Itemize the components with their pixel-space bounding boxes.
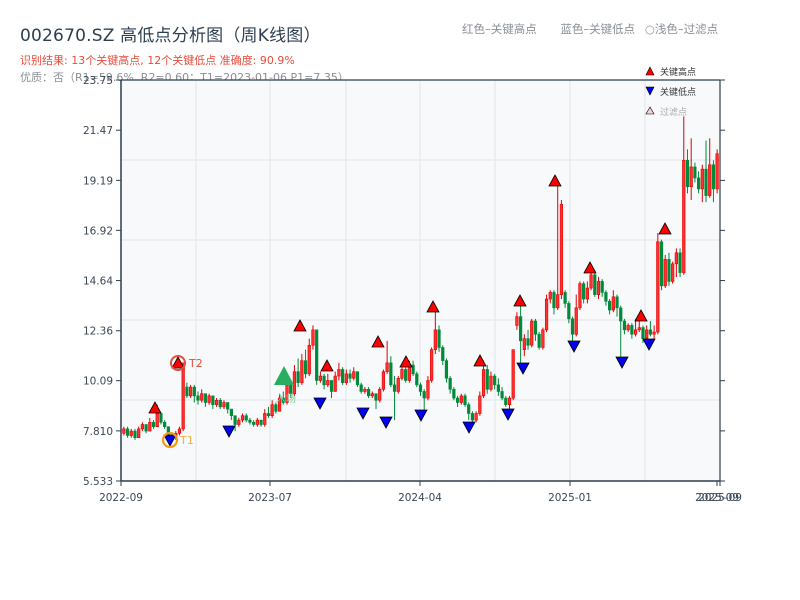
key-low-marker-icon — [516, 362, 530, 375]
key-high-marker-icon — [658, 222, 672, 235]
x-tick-label: 2023-07 — [248, 492, 292, 504]
y-tick-label: 21.47 — [83, 125, 113, 137]
y-tick-label: 23.75 — [83, 75, 113, 87]
legend-filtered-icon — [645, 106, 655, 115]
x-tick-label: 2025-09 — [695, 492, 739, 504]
x-axis-ticks: 2022-09 2023-07 2024-04 2025-01 2025-092025-… — [99, 481, 742, 504]
key-low-marker-icon — [163, 434, 177, 447]
key-high-marker-icon — [171, 356, 185, 369]
legend-low-icon — [645, 86, 655, 96]
legend: 关键高点 关键低点 过滤点 — [645, 66, 696, 118]
entry-label: 入场 — [276, 392, 296, 405]
t1-label: T1 — [179, 434, 194, 447]
top-legend-red: 红色–关键高点 — [462, 22, 537, 36]
y-axis-ticks: 5.533 7.810 10.09 12.36 14.64 16.92 19.19 21.47… — [83, 75, 725, 488]
legend-filtered-label: 过滤点 — [660, 106, 687, 118]
legend-low-label: 关键低点 — [660, 86, 696, 98]
legend-high-label: 关键高点 — [660, 66, 696, 78]
special-annotations: T2 T1 入场 — [161, 355, 296, 449]
x-tick-label: 2024-04 — [398, 492, 442, 504]
grid-lines — [121, 80, 720, 481]
key-high-marker-icon — [371, 335, 385, 348]
entry-triangle-icon — [274, 366, 294, 385]
key-low-marker-icon — [356, 407, 370, 420]
x-tick-label: 2025-01 — [548, 492, 592, 504]
key-low-marker-icon — [462, 421, 476, 434]
y-tick-label: 10.09 — [83, 376, 113, 388]
y-tick-label: 5.533 — [83, 476, 113, 488]
key-low-marker-icon — [222, 425, 236, 438]
key-high-marker-icon — [473, 354, 487, 367]
key-point-markers — [148, 174, 672, 447]
top-legend-light: ○浅色–过滤点 — [644, 22, 719, 36]
t2-ring — [170, 355, 186, 371]
y-tick-label: 19.19 — [83, 175, 113, 187]
key-low-marker-icon — [313, 397, 327, 410]
key-low-marker-icon — [379, 416, 393, 429]
key-low-marker-icon — [567, 340, 581, 353]
key-high-marker-icon — [548, 174, 562, 187]
key-high-marker-icon — [583, 261, 597, 274]
legend-high-icon — [645, 66, 655, 76]
x-tick-label: 2025-09 — [698, 492, 742, 504]
key-high-marker-icon — [399, 355, 413, 368]
key-low-marker-icon — [414, 409, 428, 422]
chart-title: 002670.SZ 高低点分析图（周K线图） — [20, 26, 321, 46]
key-low-marker-icon — [615, 356, 629, 369]
key-low-marker-icon — [501, 408, 515, 421]
key-high-marker-icon — [320, 359, 334, 372]
key-high-marker-icon — [293, 319, 307, 332]
y-tick-label: 7.810 — [83, 426, 113, 438]
key-high-marker-icon — [634, 309, 648, 322]
top-legend-blue: 蓝色–关键低点 — [560, 22, 636, 36]
t1-ring — [161, 431, 179, 449]
key-high-marker-icon — [426, 300, 440, 313]
top-legend: 红色–关键高点 蓝色–关键低点 ○浅色–过滤点 — [462, 21, 718, 37]
key-high-marker-icon — [148, 401, 162, 414]
y-tick-label: 14.64 — [83, 276, 113, 288]
x-tick-label: 2022-09 — [99, 492, 143, 504]
key-low-marker-icon — [642, 338, 656, 351]
y-tick-label: 12.36 — [83, 326, 113, 338]
result-summary: 识别结果: 13个关键高点, 12个关键低点 准确度: 90.9% — [20, 54, 295, 67]
t2-label: T2 — [188, 357, 203, 370]
candles — [122, 116, 719, 442]
key-high-marker-icon — [513, 294, 527, 307]
y-tick-label: 16.92 — [83, 225, 113, 237]
